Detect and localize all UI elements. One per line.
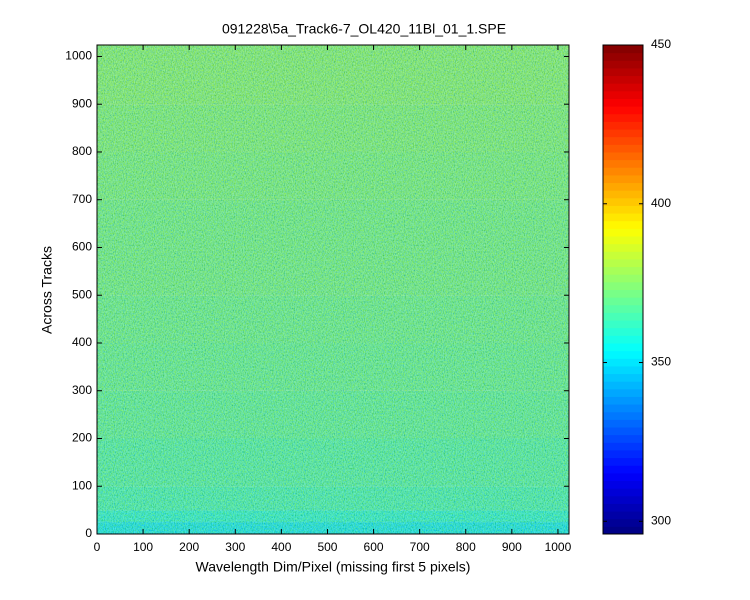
colorbar-step — [603, 442, 643, 451]
y-tick-label: 900 — [72, 96, 92, 110]
colorbar-step — [603, 174, 643, 184]
colorbar-step — [603, 320, 643, 329]
colorbar-step — [603, 488, 643, 497]
colorbar-step — [603, 258, 643, 268]
colorbar-step — [603, 511, 643, 520]
colorbar-step — [603, 197, 643, 206]
colorbar-step — [603, 388, 643, 397]
colorbar-step — [603, 427, 643, 436]
colorbar-step — [603, 167, 643, 176]
colorbar-step — [603, 518, 643, 527]
colorbar-step — [603, 190, 643, 199]
colorbar-step — [603, 381, 643, 390]
colorbar-step — [603, 182, 643, 191]
colorbar-step — [603, 98, 643, 107]
colorbar-step — [603, 90, 643, 99]
y-tick-label: 100 — [72, 478, 92, 492]
colorbar-step — [603, 503, 643, 512]
y-tick-label: 300 — [72, 383, 92, 397]
colorbar-step — [603, 213, 643, 222]
colorbar-step — [603, 228, 643, 237]
x-tick-label: 600 — [364, 540, 384, 554]
colorbar-step — [603, 121, 643, 130]
y-tick-label: 400 — [72, 335, 92, 349]
x-tick-label: 0 — [94, 540, 101, 554]
colorbar-step — [603, 151, 643, 161]
x-tick-label: 300 — [225, 540, 245, 554]
x-tick-label: 900 — [502, 540, 522, 554]
colorbar-step — [603, 281, 643, 290]
colorbar-step — [603, 327, 643, 336]
colorbar-step — [603, 113, 643, 122]
colorbar-tick-label: 450 — [651, 37, 671, 51]
colorbar-tick-label: 300 — [651, 513, 671, 527]
colorbar-tick-label: 350 — [651, 355, 671, 369]
colorbar-step — [603, 434, 643, 443]
noise-texture — [97, 45, 569, 534]
colorbar-step — [603, 365, 643, 375]
colorbar-step — [603, 358, 643, 367]
y-tick-label: 800 — [72, 144, 92, 158]
colorbar-step — [603, 373, 643, 382]
colorbar-step — [603, 342, 643, 352]
colorbar-step — [603, 266, 643, 275]
colorbar-step — [603, 404, 643, 413]
colorbar-step — [603, 396, 643, 405]
colorbar-step — [603, 274, 643, 283]
colorbar-step — [603, 45, 643, 54]
y-tick-label: 0 — [85, 526, 92, 540]
colorbar-step — [603, 480, 643, 489]
x-tick-label: 1000 — [545, 540, 572, 554]
y-tick-label: 1000 — [65, 49, 92, 63]
y-tick-label: 200 — [72, 431, 92, 445]
colorbar-step — [603, 136, 643, 145]
colorbar-tick-label: 400 — [651, 196, 671, 210]
y-tick-label: 700 — [72, 192, 92, 206]
colorbar-step — [603, 243, 643, 252]
colorbar-step — [603, 335, 643, 344]
colorbar-step — [603, 449, 643, 459]
colorbar-step — [603, 75, 643, 84]
colorbar-step — [603, 106, 643, 115]
colorbar-step — [603, 495, 643, 504]
colorbar-step — [603, 205, 643, 214]
colorbar-step — [603, 350, 643, 359]
y-tick-label: 500 — [72, 287, 92, 301]
colorbar-step — [603, 220, 643, 229]
colorbar-step — [603, 67, 643, 77]
colorbar-step — [603, 251, 643, 260]
colorbar-step — [603, 289, 643, 298]
colorbar-step — [603, 159, 643, 168]
x-tick-label: 800 — [456, 540, 476, 554]
colorbar-step — [603, 297, 643, 306]
colorbar-frame — [602, 44, 644, 535]
x-tick-label: 500 — [317, 540, 337, 554]
x-tick-label: 700 — [410, 540, 430, 554]
chart-title: 091228\5a_Track6-7_OL420_11Bl_01_1.SPE — [222, 21, 506, 37]
colorbar-step — [603, 144, 643, 153]
plot-frame — [96, 44, 570, 535]
colorbar-step — [603, 129, 643, 138]
colorbar-step — [603, 419, 643, 428]
colorbar-step — [603, 472, 643, 482]
colorbar-step — [603, 83, 643, 92]
colorbar-step — [603, 304, 643, 313]
colorbar-step — [603, 411, 643, 420]
x-tick-label: 100 — [133, 540, 153, 554]
colorbar-step — [603, 312, 643, 321]
colorbar-step — [603, 457, 643, 466]
y-tick-label: 600 — [72, 240, 92, 254]
x-axis-label: Wavelength Dim/Pixel (missing first 5 pi… — [196, 559, 471, 575]
x-tick-label: 400 — [271, 540, 291, 554]
colorbar-step — [603, 236, 643, 245]
colorbar-step — [603, 465, 643, 474]
x-tick-label: 200 — [179, 540, 199, 554]
colorbar-step — [603, 52, 643, 61]
colorbar-step — [603, 526, 643, 535]
y-axis-label: Across Tracks — [39, 246, 55, 334]
colorbar-step — [603, 60, 643, 69]
